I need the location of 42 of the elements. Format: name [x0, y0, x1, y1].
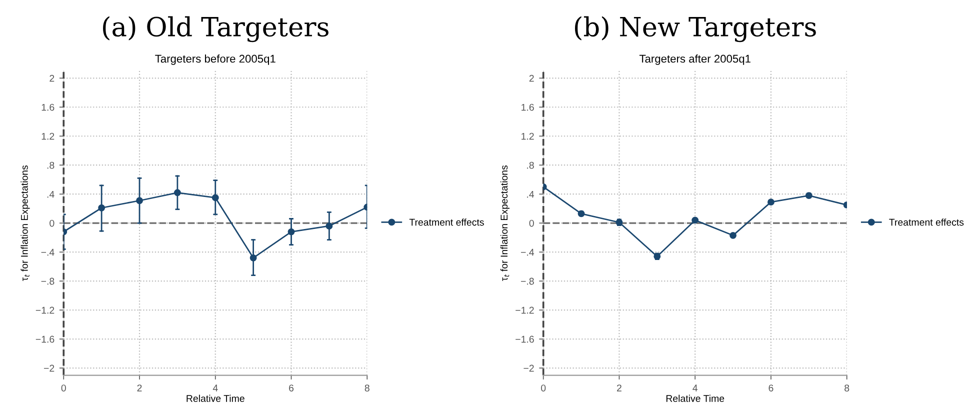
x-tick-label: 8	[364, 384, 370, 392]
y-tick-label: −1.6	[516, 336, 534, 343]
x-axis-title: Relative Time	[186, 394, 244, 402]
y-tick-label: 1.6	[522, 104, 534, 111]
y-tick-label: 2	[529, 74, 534, 82]
x-tick-label: 6	[289, 384, 294, 392]
y-tick-label: 0	[50, 220, 54, 227]
y-tick-label: −2	[524, 364, 534, 372]
y-axis-title: τ$_{t}$ for Inflation Expectations	[500, 165, 510, 281]
y-tick-label: −1.6	[36, 336, 54, 343]
y-tick-label: −.8	[521, 278, 534, 285]
y-tick-label: −1.2	[516, 306, 534, 314]
y-tick-label: .4	[47, 190, 54, 198]
x-tick-label: 8	[844, 384, 850, 392]
x-tick-label: 0	[541, 384, 546, 392]
x-tick-label: 2	[617, 384, 622, 392]
y-tick-label: −2	[44, 364, 54, 372]
x-tick-label: 0	[61, 384, 66, 392]
y-tick-label: 1.2	[522, 132, 534, 140]
x-tick-label: 4	[212, 384, 218, 392]
x-tick-label: 2	[137, 384, 142, 392]
y-tick-label: −.4	[521, 248, 534, 256]
x-tick-label: 6	[768, 384, 774, 392]
y-tick-label: −.4	[41, 248, 54, 256]
y-tick-label: .8	[47, 162, 54, 169]
chart-title: (b) New Targeters	[575, 16, 816, 42]
y-tick-label: −.8	[41, 278, 54, 285]
y-tick-label: −1.2	[36, 306, 54, 314]
chart-title: (a) Old Targeters	[103, 16, 328, 42]
legend-label: Treatment effects	[409, 218, 484, 226]
x-tick-label: 4	[692, 384, 698, 392]
x-axis-title: Relative Time	[666, 394, 724, 402]
y-tick-label: 1.2	[42, 132, 54, 140]
y-tick-label: 0	[529, 220, 534, 227]
y-tick-label: .4	[527, 190, 534, 198]
y-tick-label: 1.6	[42, 104, 54, 111]
chart-subtitle: Targeters before 2005q1	[155, 54, 276, 65]
chart-subtitle: Targeters after 2005q1	[639, 54, 750, 65]
y-tick-label: .8	[527, 162, 534, 169]
y-tick-label: 2	[50, 74, 54, 82]
legend-label: Treatment effects	[889, 218, 964, 226]
y-axis-title: τ$_{t}$ for Inflation Expectations	[20, 165, 30, 281]
